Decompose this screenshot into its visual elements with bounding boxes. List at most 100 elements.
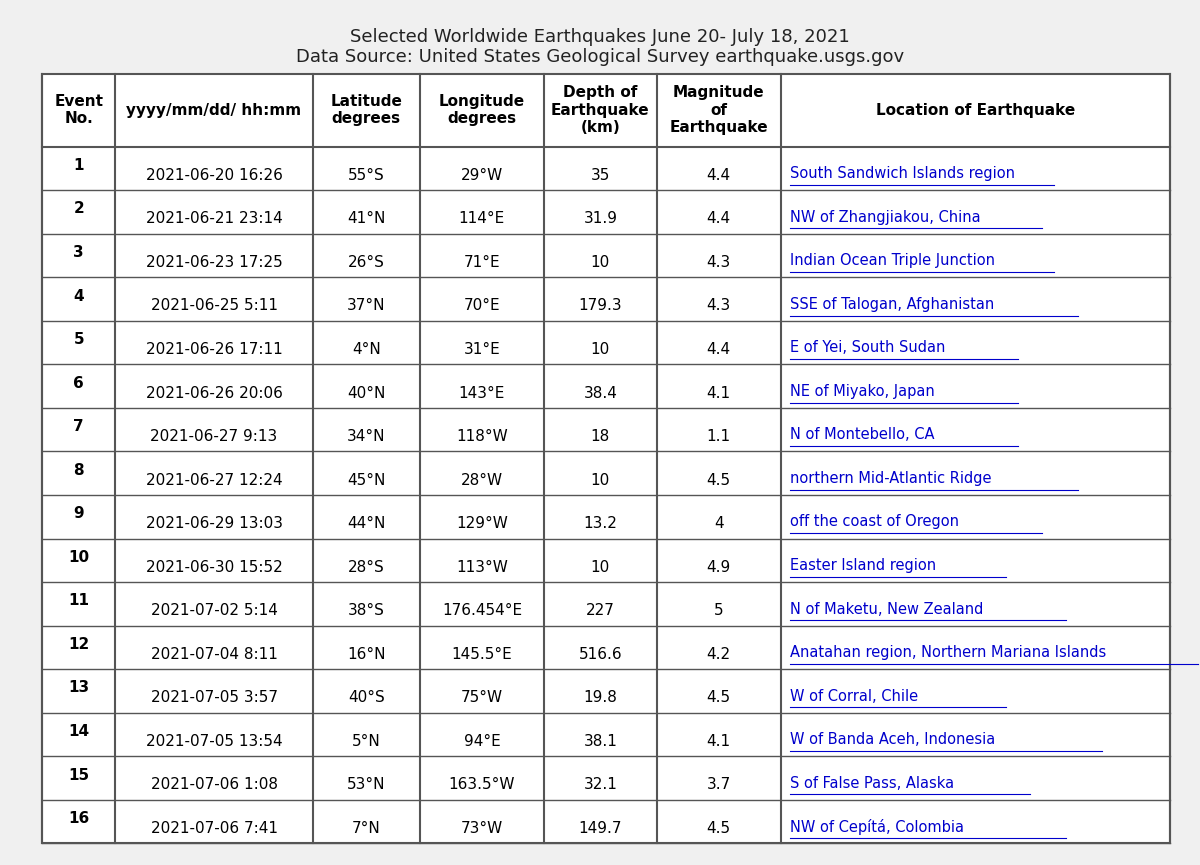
Text: 4.4: 4.4 [707,211,731,227]
Text: yyyy/mm/dd/ hh:mm: yyyy/mm/dd/ hh:mm [126,103,301,118]
Text: 2021-07-02 5:14: 2021-07-02 5:14 [150,603,277,618]
Text: 129°W: 129°W [456,516,508,531]
Text: 179.3: 179.3 [578,298,622,313]
Text: 28°W: 28°W [461,472,503,488]
Text: 10: 10 [590,472,610,488]
Text: 516.6: 516.6 [578,647,622,662]
Text: Selected Worldwide Earthquakes June 20- July 18, 2021: Selected Worldwide Earthquakes June 20- … [350,28,850,46]
Text: NW of Cepítá, Colombia: NW of Cepítá, Colombia [791,819,965,835]
Text: 10: 10 [590,255,610,270]
Text: 113°W: 113°W [456,560,508,574]
Text: Depth of
Earthquake
(km): Depth of Earthquake (km) [551,85,649,135]
Text: 2021-06-26 20:06: 2021-06-26 20:06 [145,386,282,400]
Text: 2: 2 [73,202,84,216]
Text: 38.4: 38.4 [583,386,617,400]
Text: 71°E: 71°E [463,255,500,270]
Text: 34°N: 34°N [347,429,385,444]
Text: 163.5°W: 163.5°W [449,778,515,792]
Text: 26°S: 26°S [348,255,385,270]
Text: 1: 1 [73,158,84,173]
Text: NE of Miyako, Japan: NE of Miyako, Japan [791,384,935,399]
Text: N of Maketu, New Zealand: N of Maketu, New Zealand [791,601,984,617]
Text: 38°S: 38°S [348,603,385,618]
Text: Latitude
degrees: Latitude degrees [330,94,402,126]
Text: 4.3: 4.3 [707,255,731,270]
Text: 4.1: 4.1 [707,734,731,749]
Text: 227: 227 [586,603,614,618]
Text: Easter Island region: Easter Island region [791,558,936,573]
Text: Anatahan region, Northern Mariana Islands: Anatahan region, Northern Mariana Island… [791,645,1106,660]
Text: 2021-06-21 23:14: 2021-06-21 23:14 [145,211,282,227]
Text: 114°E: 114°E [458,211,505,227]
Text: 37°N: 37°N [347,298,385,313]
Text: 2021-06-30 15:52: 2021-06-30 15:52 [145,560,282,574]
Text: 176.454°E: 176.454°E [442,603,522,618]
Text: 2021-06-20 16:26: 2021-06-20 16:26 [145,168,282,183]
Text: 40°S: 40°S [348,690,385,705]
Text: 11: 11 [68,593,89,608]
Text: 32.1: 32.1 [583,778,617,792]
Text: W of Banda Aceh, Indonesia: W of Banda Aceh, Indonesia [791,732,996,747]
Text: 5: 5 [714,603,724,618]
Text: 6: 6 [73,375,84,391]
Text: 4.3: 4.3 [707,298,731,313]
Text: 2021-07-04 8:11: 2021-07-04 8:11 [150,647,277,662]
Text: 75°W: 75°W [461,690,503,705]
Text: 5°N: 5°N [352,734,380,749]
Text: 31.9: 31.9 [583,211,617,227]
Text: northern Mid-Atlantic Ridge: northern Mid-Atlantic Ridge [791,471,992,486]
Text: 1.1: 1.1 [707,429,731,444]
Text: 53°N: 53°N [347,778,385,792]
Text: 2021-06-25 5:11: 2021-06-25 5:11 [150,298,277,313]
Text: Event
No.: Event No. [54,94,103,126]
Text: 41°N: 41°N [347,211,385,227]
Text: NW of Zhangjiakou, China: NW of Zhangjiakou, China [791,209,982,225]
Text: 16°N: 16°N [347,647,385,662]
Text: 2021-07-06 7:41: 2021-07-06 7:41 [150,821,277,836]
Text: E of Yei, South Sudan: E of Yei, South Sudan [791,340,946,356]
Text: N of Montebello, CA: N of Montebello, CA [791,427,935,442]
Text: 44°N: 44°N [347,516,385,531]
Text: 8: 8 [73,463,84,477]
Text: 4.2: 4.2 [707,647,731,662]
Text: 4.5: 4.5 [707,821,731,836]
Text: 10: 10 [590,560,610,574]
Text: 2021-06-29 13:03: 2021-06-29 13:03 [145,516,282,531]
Text: 7°N: 7°N [352,821,380,836]
Text: 13: 13 [68,681,89,695]
Text: 55°S: 55°S [348,168,385,183]
Text: 19.8: 19.8 [583,690,617,705]
Text: 31°E: 31°E [463,342,500,357]
Text: 2021-07-05 13:54: 2021-07-05 13:54 [145,734,282,749]
Text: 9: 9 [73,506,84,522]
Text: Indian Ocean Triple Junction: Indian Ocean Triple Junction [791,253,996,268]
Text: Longitude
degrees: Longitude degrees [439,94,524,126]
Text: 38.1: 38.1 [583,734,617,749]
Text: 4.4: 4.4 [707,168,731,183]
Text: 3: 3 [73,245,84,260]
Text: 2021-07-06 1:08: 2021-07-06 1:08 [150,778,277,792]
Text: 2021-07-05 3:57: 2021-07-05 3:57 [150,690,277,705]
Text: 28°S: 28°S [348,560,385,574]
Text: Magnitude
of
Earthquake: Magnitude of Earthquake [670,85,768,135]
Text: 35: 35 [590,168,610,183]
Text: 10: 10 [590,342,610,357]
Text: S of False Pass, Alaska: S of False Pass, Alaska [791,776,954,791]
Text: 16: 16 [68,811,89,826]
Text: 118°W: 118°W [456,429,508,444]
Text: 70°E: 70°E [463,298,500,313]
Text: 13.2: 13.2 [583,516,617,531]
Text: 29°W: 29°W [461,168,503,183]
Text: 145.5°E: 145.5°E [451,647,512,662]
Text: 2021-06-26 17:11: 2021-06-26 17:11 [145,342,282,357]
Text: 7: 7 [73,420,84,434]
Text: Location of Earthquake: Location of Earthquake [876,103,1075,118]
Text: 18: 18 [590,429,610,444]
Text: 12: 12 [68,637,89,652]
Text: 2021-06-23 17:25: 2021-06-23 17:25 [145,255,282,270]
Text: 5: 5 [73,332,84,347]
Text: Data Source: United States Geological Survey earthquake.usgs.gov: Data Source: United States Geological Su… [296,48,904,66]
Text: 15: 15 [68,767,89,783]
Text: 143°E: 143°E [458,386,505,400]
Text: 40°N: 40°N [347,386,385,400]
